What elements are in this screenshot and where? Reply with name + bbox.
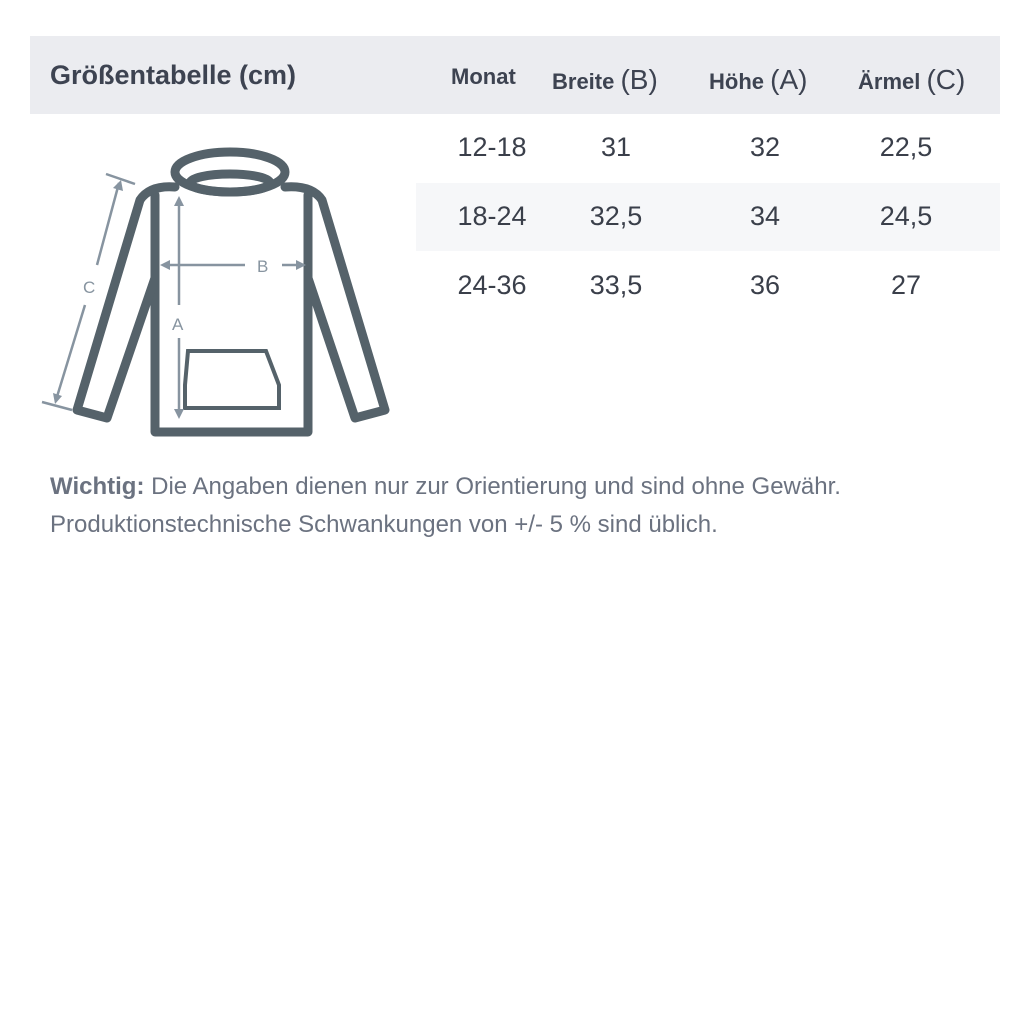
- cell-height: 32: [749, 132, 781, 162]
- cell-sleeve: 22,5: [879, 132, 933, 162]
- table-row: 24-36 33,5 36 27: [416, 252, 1000, 320]
- label-a: A: [172, 315, 184, 334]
- cell-width: 33,5: [589, 270, 643, 300]
- cell-width: 32,5: [589, 201, 643, 231]
- column-letter: (A): [770, 64, 808, 95]
- hoodie-diagram: A B C: [41, 147, 390, 437]
- disclaimer-note: Wichtig: Die Angaben dienen nur zur Orie…: [50, 468, 841, 544]
- column-header-month: Monat: [451, 64, 516, 90]
- measure-arrows: [41, 172, 302, 415]
- page-title: Größentabelle (cm): [50, 60, 297, 90]
- cell-month: 18-24: [457, 201, 527, 231]
- column-letter: (C): [926, 64, 966, 95]
- column-header-height: Höhe (A): [709, 64, 807, 96]
- label-c: C: [83, 278, 95, 297]
- cell-sleeve: 27: [890, 270, 922, 300]
- cell-month: 24-36: [457, 270, 527, 300]
- cell-month: 12-18: [457, 132, 527, 162]
- cell-height: 34: [749, 201, 781, 231]
- cell-sleeve: 24,5: [879, 201, 933, 231]
- hoodie-outline: [72, 147, 390, 437]
- column-letter: (B): [620, 64, 658, 95]
- table-row: 12-18 31 32 22,5: [416, 114, 1000, 182]
- cell-width: 31: [600, 132, 632, 162]
- table-row: 18-24 32,5 34 24,5: [416, 183, 1000, 251]
- column-header-width: Breite (B): [552, 64, 658, 96]
- note-line-1: Die Angaben dienen nur zur Orientierung …: [144, 473, 841, 500]
- column-header-sleeve: Ärmel (C): [858, 64, 965, 96]
- column-label: Ärmel: [858, 69, 927, 94]
- label-b: B: [257, 257, 268, 276]
- column-label: Monat: [451, 64, 516, 89]
- column-label: Höhe: [709, 69, 771, 94]
- column-label: Breite: [552, 69, 621, 94]
- note-emphasis: Wichtig:: [50, 473, 145, 500]
- cell-height: 36: [749, 270, 781, 300]
- pocket: [183, 349, 281, 410]
- note-line-2: Produktionstechnische Schwankungen von +…: [50, 511, 718, 538]
- table-header-bar: [30, 36, 1000, 114]
